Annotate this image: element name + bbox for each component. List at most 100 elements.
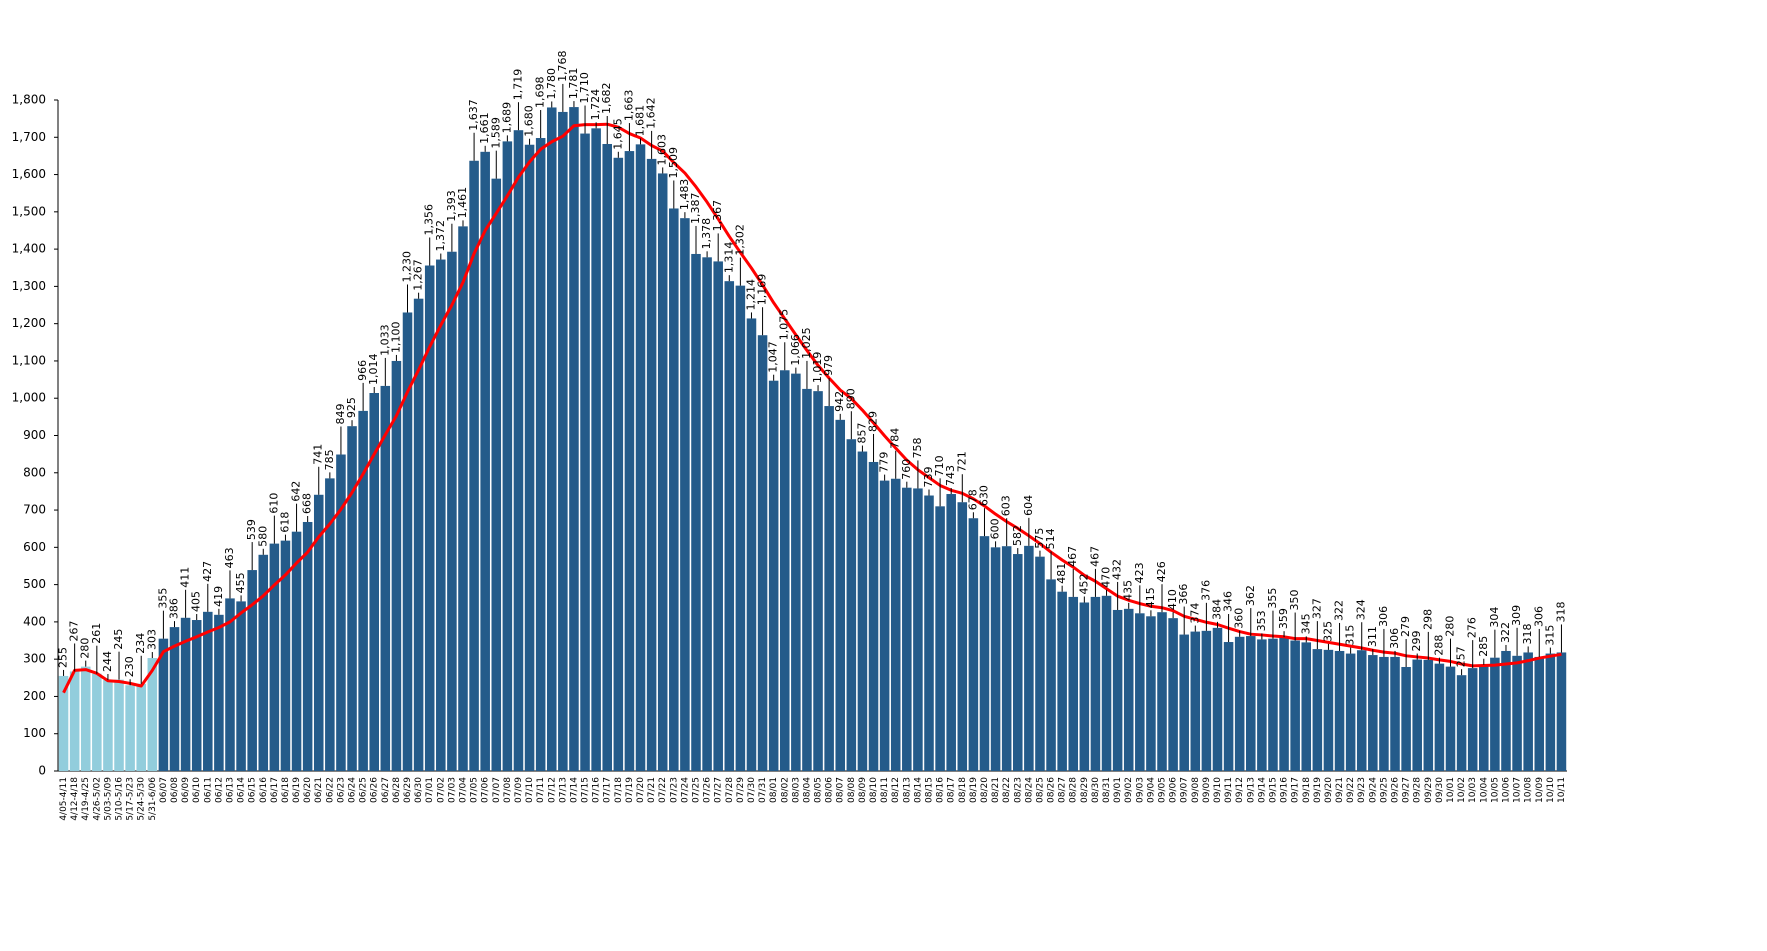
x-tick-label: 10/03: [1468, 777, 1478, 803]
value-label: 315: [1543, 625, 1556, 646]
x-tick-label: 09/22: [1346, 777, 1356, 803]
value-label: 642: [290, 481, 303, 502]
bar: [591, 128, 601, 771]
y-tick-label: 500: [23, 577, 46, 591]
x-tick-label: 10/01: [1446, 777, 1456, 803]
x-tick-label: 06/26: [370, 777, 380, 803]
bar: [1012, 554, 1023, 771]
x-tick-label: 08/23: [1013, 777, 1023, 803]
bar: [779, 370, 790, 771]
value-label: 327: [1310, 598, 1323, 619]
bar: [1112, 609, 1123, 771]
value-label: 1,019: [811, 352, 824, 384]
value-label: 618: [278, 512, 291, 533]
x-tick-label: 06/13: [225, 777, 235, 803]
x-tick-label: 08/24: [1024, 777, 1034, 803]
bar: [935, 506, 945, 771]
value-label: 1,214: [744, 279, 757, 311]
value-label: 345: [1299, 613, 1312, 634]
value-label: 311: [1366, 626, 1379, 647]
bar: [1512, 655, 1522, 771]
value-label: 410: [1166, 589, 1179, 610]
x-tick-label: 08/09: [858, 777, 868, 803]
value-label: 318: [1554, 601, 1567, 622]
x-tick-label: 08/15: [925, 777, 935, 803]
bar: [269, 543, 280, 771]
x-tick-label: 07/09: [514, 777, 524, 803]
value-label: 1,719: [511, 69, 524, 101]
x-tick-label: 08/30: [1091, 777, 1101, 803]
x-tick-label: 08/16: [936, 777, 946, 803]
bar: [957, 502, 968, 771]
bar: [1290, 640, 1300, 771]
bar: [69, 671, 80, 771]
x-tick-label: 07/03: [447, 777, 457, 803]
value-label: 1,356: [423, 204, 436, 236]
bar: [824, 406, 834, 771]
bar: [136, 683, 146, 771]
x-tick-label: 08/27: [1058, 777, 1068, 803]
bar: [1434, 663, 1445, 771]
bar: [613, 157, 624, 772]
value-label: 376: [1199, 580, 1212, 601]
bar: [1079, 602, 1090, 771]
value-label: 784: [889, 428, 902, 449]
x-tick-label: 09/20: [1324, 777, 1334, 803]
bar: [802, 388, 812, 771]
value-label: 1,589: [489, 117, 502, 149]
bar: [158, 638, 169, 771]
value-label: 1,682: [600, 82, 613, 114]
value-label: 1,483: [678, 179, 691, 211]
bar: [1479, 664, 1489, 771]
value-label: 299: [1410, 631, 1423, 652]
value-label: 304: [1488, 607, 1501, 628]
value-label: 423: [1133, 562, 1146, 583]
value-label: 758: [911, 437, 924, 458]
bar: [236, 601, 246, 771]
value-label: 979: [822, 355, 835, 376]
bar: [524, 144, 535, 771]
x-tick-label: 10/07: [1513, 777, 1523, 803]
x-tick-label: 10/05: [1490, 777, 1500, 803]
value-label: 966: [356, 360, 369, 381]
value-label: 1,230: [401, 251, 414, 283]
bar: [669, 208, 679, 771]
value-label: 1,780: [545, 68, 558, 100]
bar: [1545, 653, 1556, 771]
bar: [1523, 652, 1533, 771]
x-tick-label: 07/07: [492, 777, 502, 803]
bar: [913, 488, 923, 771]
x-tick-label: 08/22: [1002, 777, 1012, 803]
bar: [1024, 545, 1034, 771]
x-tick-label: 08/28: [1069, 777, 1079, 803]
bar: [924, 495, 934, 771]
value-label: 244: [101, 651, 114, 672]
value-label: 760: [900, 459, 913, 480]
bar: [979, 536, 990, 771]
value-label: 419: [212, 586, 225, 607]
value-label: 355: [156, 588, 169, 609]
bar: [746, 318, 757, 771]
value-label: 1,267: [412, 259, 425, 291]
bar: [1345, 653, 1356, 771]
x-tick-label: 06/16: [259, 777, 269, 803]
value-label: 309: [1510, 605, 1523, 626]
x-tick-label: 5/03-5/09: [103, 777, 113, 821]
bar: [1146, 616, 1156, 771]
value-label: 279: [1399, 616, 1412, 637]
bar: [1490, 657, 1500, 771]
value-label: 1,372: [434, 220, 447, 252]
bar: [546, 107, 557, 771]
x-tick-label: 06/30: [414, 777, 424, 803]
value-label: 426: [1155, 561, 1168, 582]
value-label: 324: [1355, 599, 1368, 620]
bar: [358, 410, 368, 771]
value-label: 346: [1222, 591, 1235, 612]
value-label: 1,637: [467, 99, 480, 131]
x-tick-label: 07/17: [603, 777, 613, 803]
value-label: 463: [223, 547, 236, 568]
value-label: 1,393: [445, 190, 458, 222]
x-tick-label: 09/15: [1268, 777, 1278, 803]
x-tick-label: 09/14: [1257, 777, 1267, 803]
x-tick-label: 08/07: [836, 777, 846, 803]
